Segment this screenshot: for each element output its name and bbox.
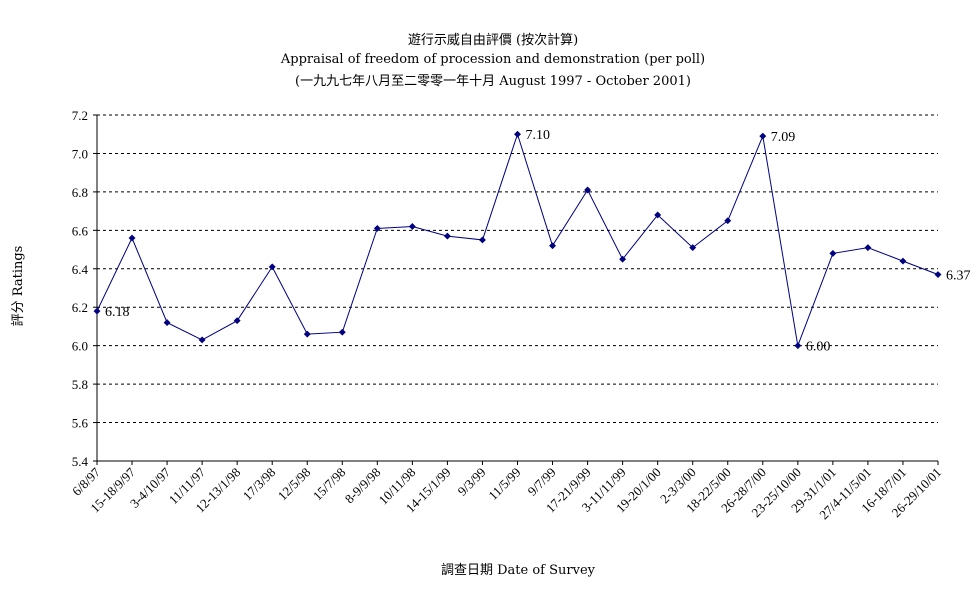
data-label: 6.18 [105, 305, 130, 320]
y-tick-label: 5.4 [72, 454, 89, 469]
y-tick-label: 6.0 [72, 339, 88, 354]
data-label: 6.00 [806, 340, 831, 355]
data-point [548, 242, 557, 250]
data-point [443, 232, 451, 240]
y-tick-label: 5.8 [72, 377, 88, 392]
data-point [198, 336, 206, 344]
y-tick-labels: 5.4 5.6 5.8 6.0 6.2 6.4 6.6 6.8 7.0 7.2 [72, 108, 89, 469]
data-label: 7.10 [526, 128, 551, 143]
y-tick-label: 6.2 [72, 300, 88, 315]
data-labels: 6.18 7.10 7.09 6.00 6.37 [105, 128, 971, 354]
data-point [619, 255, 627, 263]
data-point [513, 130, 522, 138]
y-tick-label: 5.6 [72, 416, 89, 431]
data-label: 6.37 [946, 269, 971, 284]
y-tick-label: 6.8 [72, 185, 88, 200]
data-point [829, 249, 837, 257]
data-point [233, 317, 241, 325]
data-point [338, 328, 346, 336]
data-point [478, 236, 487, 244]
data-point [373, 224, 381, 232]
data-point [303, 330, 311, 338]
axes [93, 114, 939, 465]
chart-title: 遊行示威自由評價 (按次計算) [408, 32, 578, 48]
data-point [654, 211, 662, 219]
data-point [794, 342, 802, 350]
chart-subtitle: Appraisal of freedom of procession and d… [280, 52, 705, 67]
x-tick-label: 8-9/9/98 [342, 465, 384, 507]
data-point [899, 257, 907, 265]
data-point [759, 132, 767, 140]
data-point [93, 307, 101, 315]
x-tick-label: 11/5/99 [485, 465, 523, 503]
y-tick-label: 6.6 [72, 223, 89, 238]
data-point [408, 222, 416, 231]
data-point [128, 234, 136, 242]
y-tick-label: 6.4 [72, 262, 89, 277]
gridlines [97, 114, 938, 424]
y-tick-label: 7.0 [72, 146, 88, 161]
x-axis-title: 調查日期 Date of Survey [441, 563, 596, 578]
data-label: 7.09 [771, 130, 796, 145]
x-tick-labels: 6/8/9715-18/9/973-4/10/9711/11/9712-13/1… [69, 464, 944, 522]
data-point [584, 186, 592, 194]
chart-subtitle-period: (一九九七年八月至二零零一年十月 August 1997 - October 2… [295, 74, 691, 89]
data-point [163, 319, 171, 327]
x-tick-label: 9/3/99 [454, 465, 488, 499]
series-ratings [93, 130, 942, 350]
data-point [934, 270, 942, 279]
data-point [724, 217, 732, 225]
data-point [689, 244, 697, 252]
y-tick-label: 7.2 [72, 108, 88, 123]
series-line [96, 132, 939, 348]
y-axis-title: 評分 Ratings [11, 246, 26, 327]
x-tick-label: 12/5/98 [275, 465, 314, 504]
x-tick-label: 17/3/98 [240, 465, 279, 504]
data-point [864, 244, 872, 252]
data-point [268, 263, 276, 271]
